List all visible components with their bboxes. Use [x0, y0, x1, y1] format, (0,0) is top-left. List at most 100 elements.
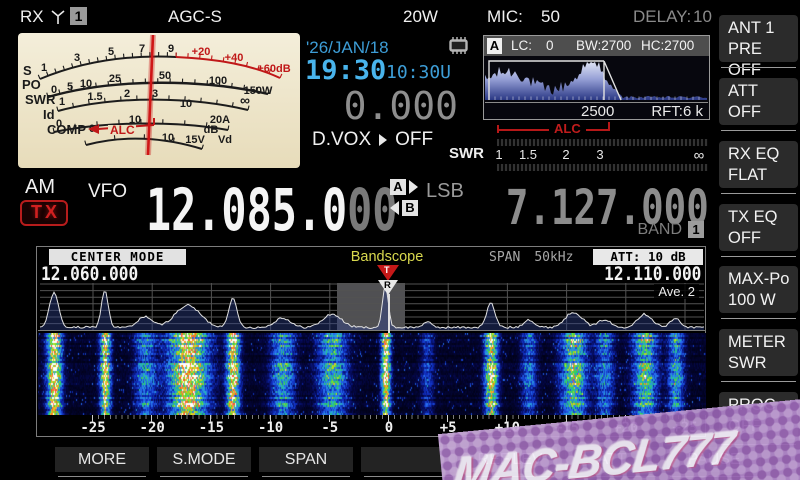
arrow-left-icon [390, 201, 399, 215]
sidekey-line1: METER [728, 333, 786, 351]
sidekey-max-power[interactable]: MAX-Po 100 W [719, 266, 798, 319]
swr-tick: 3 [152, 88, 158, 100]
swr-tick: 1 [59, 96, 65, 108]
s-red-tick: +40 [225, 52, 244, 64]
sub-frequency-display[interactable]: 7.127.000 [505, 180, 709, 236]
meter-tick [105, 55, 108, 61]
dvox-label: D.VOX [312, 129, 372, 150]
filter-passband-graph [485, 60, 707, 101]
rx-marker-icon [378, 280, 398, 295]
scale-minor-ticks [92, 415, 686, 419]
s-tick: 3 [74, 52, 80, 64]
bandscope-panel[interactable]: CENTER MODE Bandscope SPAN 50kHz ATT: 10 … [36, 246, 706, 437]
scale-label: -20 [139, 420, 165, 436]
vfo-b-box[interactable]: B [402, 200, 418, 216]
low-cut-label: LC: [511, 38, 533, 53]
tx-marker-icon [377, 265, 399, 281]
sidekey-line2: OFF [728, 229, 761, 247]
filter-scale-value: 2500 [581, 103, 615, 120]
meter-tick [243, 84, 246, 90]
sidekey-tx-eq[interactable]: TX EQ OFF [719, 204, 798, 257]
meter-scale-s: S [23, 63, 32, 78]
scope-center-mode-button[interactable]: CENTER MODE [49, 249, 186, 265]
scope-title: Bandscope [350, 249, 424, 265]
meter-tick [54, 68, 57, 74]
scale-major-tick [506, 415, 508, 422]
po-tick: 5 [67, 81, 73, 93]
rx-indicator: RX [20, 7, 44, 26]
filter-header: A LC: 0 BW:2700 HC:2700 [484, 36, 709, 56]
main-frequency-display[interactable]: 12.085.000 [146, 176, 397, 244]
antenna-number-badge: 1 [70, 7, 87, 25]
averaging-indicator: Ave. 2 [654, 284, 699, 299]
softkey-more[interactable]: MORE [55, 447, 149, 477]
mode-indicator[interactable]: AM [25, 176, 55, 198]
po-tick: 150W [244, 85, 273, 97]
po-tick: 0 [51, 84, 57, 96]
softkey-span[interactable]: SPAN [259, 447, 353, 477]
scale-label: -5 [321, 420, 339, 436]
tx-marker-letter: T [384, 265, 390, 275]
sidekey-meter[interactable]: METER SWR [719, 329, 798, 382]
meter-tick [58, 89, 61, 94]
comp-unit: Vd [218, 134, 232, 146]
rx-filter-display[interactable]: A LC: 0 BW:2700 HC:2700 2500 RFT:6 k [483, 35, 710, 120]
meter-tick [216, 99, 218, 105]
sidekey-rx-eq[interactable]: RX EQ FLAT [719, 141, 798, 194]
meter-tick [231, 102, 234, 107]
meter-tick [104, 97, 106, 103]
meter-needle [146, 34, 155, 156]
span-label: SPAN [489, 250, 521, 265]
utc-time-display: 10:30U [386, 62, 452, 83]
vfo-indicator: VFO [88, 181, 128, 202]
meter-tick [62, 65, 66, 71]
mic-gain-value: 50 [541, 7, 560, 26]
meter-tick [172, 137, 175, 143]
alc-zone-tick [608, 122, 610, 131]
local-time-display: 19:30 [305, 55, 387, 86]
meter-tick [234, 59, 237, 64]
swr-tick: 1.5 [87, 91, 102, 103]
meter-tick [201, 144, 204, 150]
sidekey-att[interactable]: ATT OFF [719, 78, 798, 131]
swr-tick: 2 [124, 88, 130, 100]
scope-left-frequency: 12.060.000 [41, 263, 139, 285]
sidekey-line1: MAX-Po [728, 270, 790, 288]
sidekey-line1: ANT 1 [728, 19, 775, 37]
high-cut-value: HC:2700 [641, 38, 695, 53]
meter-tick [210, 55, 213, 60]
span-value: 50kHz [534, 250, 574, 265]
vfo-a-box[interactable]: A [390, 179, 406, 195]
antenna-icon [51, 10, 65, 24]
id-unit: dB [204, 124, 219, 136]
vfo-ab-markers: A B [390, 178, 418, 220]
waterfall-display[interactable] [38, 333, 706, 415]
date-display: '26/JAN/18 [306, 38, 389, 57]
s-red-tick: +20 [192, 46, 211, 58]
meter-tick [45, 71, 49, 76]
meter-scale-comp: COMP [47, 122, 86, 137]
delay-label: DELAY: [633, 7, 692, 26]
meter-tick [46, 92, 49, 98]
alc-zone-label: ALC [110, 123, 135, 137]
meter-tick [222, 57, 225, 62]
comp-tick: 10 [162, 132, 174, 144]
tx-indicator-badge: TX [20, 200, 69, 226]
s-tick: 1 [41, 62, 47, 74]
meter-tick [114, 54, 116, 60]
spectrum-graph[interactable] [38, 283, 706, 333]
meter-tick [267, 89, 270, 95]
sidekey-ant-preamp[interactable]: ANT 1 PRE OFF [719, 15, 798, 79]
comp-tick: 15V [185, 134, 205, 146]
po-tick: 25 [109, 73, 121, 85]
scale-major-tick [210, 415, 212, 422]
scale-label: -25 [80, 420, 106, 436]
scope-right-frequency: 12.110.000 [603, 263, 701, 285]
divider [485, 102, 708, 103]
softkey-smode[interactable]: S.MODE [157, 447, 251, 477]
scope-att-button[interactable]: ATT: 10 dB [593, 249, 703, 265]
scale-major-tick [565, 415, 567, 422]
meter-tick [70, 86, 73, 92]
meter-tick [74, 123, 77, 129]
scale-major-tick [92, 415, 93, 422]
